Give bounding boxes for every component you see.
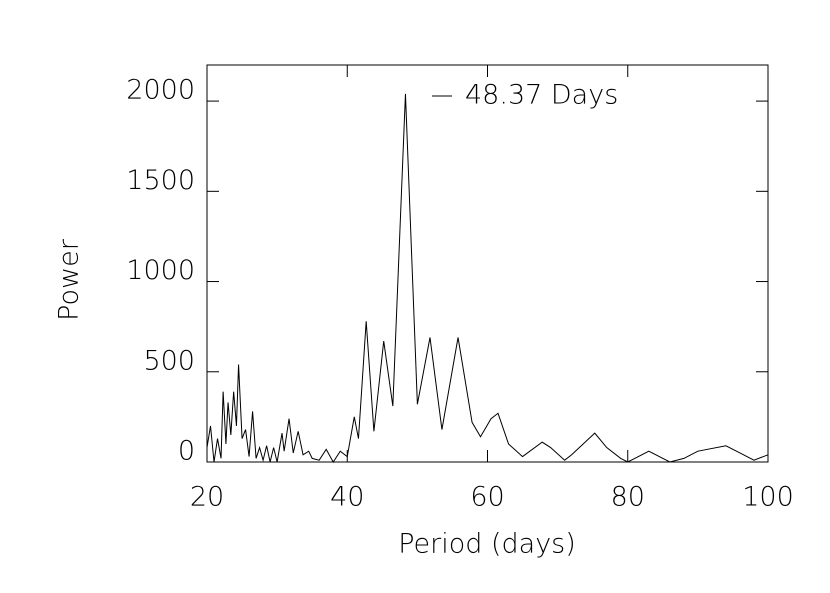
- x-tick-label: 40: [330, 482, 364, 513]
- plot-frame: [206, 64, 769, 463]
- x-tick-label: 60: [470, 482, 504, 513]
- legend-label: 48.37 Days: [465, 80, 618, 111]
- y-tick-label: 0: [178, 436, 195, 467]
- x-tick-label: 20: [190, 482, 224, 513]
- x-tick-label: 80: [611, 482, 645, 513]
- x-axis-label: Period (days): [398, 529, 576, 560]
- y-tick-label: 1500: [126, 165, 195, 196]
- y-tick-label: 500: [143, 345, 195, 376]
- y-tick-label: 1000: [126, 255, 195, 286]
- y-axis-label: Power: [54, 238, 85, 321]
- x-tick-label: 100: [742, 482, 794, 513]
- series-line: [206, 93, 769, 463]
- y-tick-label: 2000: [126, 75, 195, 106]
